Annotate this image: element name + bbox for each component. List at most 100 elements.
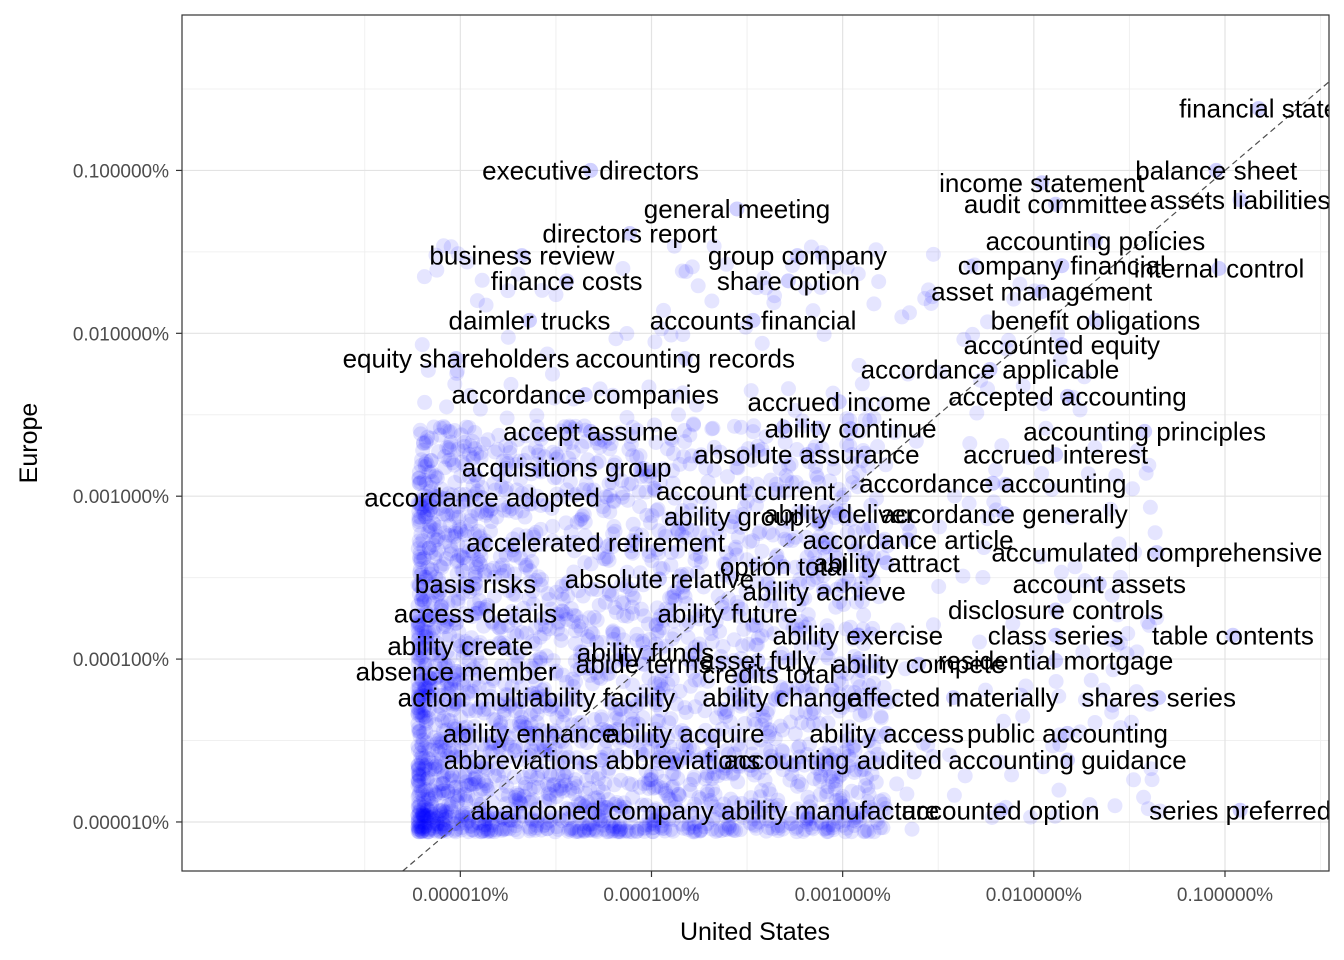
cloud-point [742,815,758,831]
cloud-point [692,823,708,839]
cloud-point [515,808,531,824]
cloud-point [531,779,547,795]
cloud-point [510,655,526,671]
cloud-point [439,722,455,738]
cloud-point [634,460,650,476]
cloud-point [726,746,742,762]
cloud-point [825,820,841,836]
cloud-point [415,649,431,665]
cloud-point [656,773,672,789]
cloud-point [715,638,731,654]
cloud-point [415,442,431,458]
cloud-point [572,650,588,666]
cloud-point [461,737,477,753]
cloud-point [557,419,573,435]
cloud-point [410,789,426,805]
cloud-point [437,812,453,828]
cloud-point [808,466,824,482]
cloud-point [491,806,507,822]
cloud-point [754,701,770,717]
cloud-point [685,742,701,758]
cloud-point [415,806,431,822]
cloud-point [572,726,588,742]
cloud-point [593,709,609,725]
cloud-point [819,531,835,547]
cloud-point [411,609,427,625]
cloud-point [525,743,541,759]
cloud-point [719,703,735,719]
cloud-point [626,590,642,606]
cloud-point [455,720,471,736]
cloud-point [527,636,543,652]
cloud-point [435,770,451,786]
cloud-point [829,550,845,566]
cloud-point [410,799,426,815]
cloud-point [538,648,554,664]
point-label: ability change [702,683,861,713]
cloud-point [463,516,479,532]
cloud-point [608,710,624,726]
cloud-point [659,663,675,679]
cloud-point [776,419,792,435]
cloud-point [638,484,654,500]
cloud-point [411,704,427,720]
cloud-point [413,551,429,567]
cloud-point [446,718,462,734]
cloud-point [464,759,480,775]
cloud-point [411,533,427,549]
cloud-point [503,812,519,828]
cloud-point [617,799,633,815]
cloud-point [446,457,462,473]
cloud-point [540,610,556,626]
cloud-point [779,533,795,549]
cloud-point [591,808,607,824]
cloud-point [529,736,545,752]
cloud-point [748,618,764,634]
x-axis-title: United States [680,918,830,946]
cloud-point [467,762,483,778]
cloud-point [844,824,860,840]
cloud-point [561,801,577,817]
cloud-point [623,815,639,831]
cloud-point [437,811,453,827]
cloud-point [541,790,557,806]
cloud-point [480,782,496,798]
cloud-point [413,810,429,826]
cloud-point [742,534,758,550]
cloud-point [783,815,799,831]
cloud-point [496,638,512,654]
cloud-point [644,553,660,569]
cloud-point [444,803,460,819]
cloud-point [802,799,818,815]
cloud-point [724,514,740,530]
cloud-point [747,703,763,719]
cloud-point [448,525,464,541]
cloud-point [417,781,433,797]
cloud-point [416,491,432,507]
cloud-point [458,805,474,821]
cloud-point [760,573,776,589]
cloud-point [553,423,569,439]
cloud-point [468,581,484,597]
cloud-point [565,678,581,694]
point-label: accepted accounting [948,381,1187,411]
cloud-point [682,750,698,766]
cloud-point [472,593,488,609]
cloud-point [549,606,565,622]
cloud-point [430,669,446,685]
cloud-point [815,581,831,597]
cloud-point [529,706,545,722]
cloud-point [561,821,577,837]
cloud-point [635,636,651,652]
cloud-point [504,678,520,694]
cloud-point [874,659,890,675]
cloud-point [860,543,876,559]
cloud-point [734,601,750,617]
cloud-point [748,497,764,513]
cloud-point [416,622,432,638]
cloud-point [412,820,428,836]
cloud-point [792,622,808,638]
cloud-point [426,516,442,532]
cloud-point [833,578,849,594]
cloud-point [654,817,670,833]
